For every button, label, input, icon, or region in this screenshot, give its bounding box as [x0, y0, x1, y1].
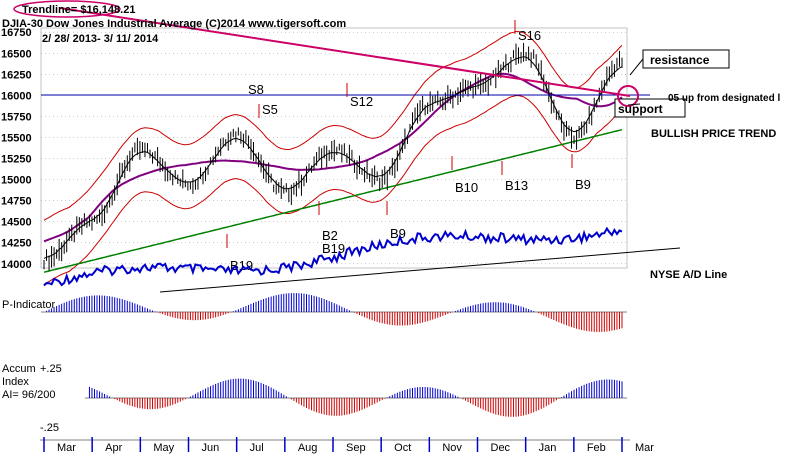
- month-label: Oct: [394, 442, 411, 454]
- support-label: support: [618, 102, 663, 116]
- price-bars: [43, 42, 623, 271]
- trendline: [59, 7, 631, 97]
- signal-label: B2: [322, 228, 338, 243]
- bullish-label: BULLISH PRICE TREND: [651, 128, 776, 140]
- crossing-circle: [617, 85, 639, 107]
- ad-series: [43, 226, 623, 287]
- month-labels: Mar Apr May Jun Jul Aug Sep Oct Nov Dec Jan Feb Mar: [43, 437, 654, 454]
- date-range: 2/ 28/ 2013- 3/ 11/ 2014: [42, 33, 159, 45]
- month-label: Feb: [587, 442, 606, 454]
- trendline-label-ellipse: [13, 0, 121, 18]
- y-tick-label: 15500: [1, 132, 32, 144]
- nyse-ad-label: NYSE A/D Line: [650, 269, 727, 281]
- resistance-pointer: [629, 58, 644, 76]
- y-axis: 14000 14250 14500 14750 15000 15250 15500 15750…: [1, 27, 32, 271]
- signal-label: B9: [390, 226, 406, 241]
- y-tick-label: 16750: [1, 27, 32, 39]
- designated-label: 05 up from designated l: [668, 93, 780, 104]
- signal-label: B10: [455, 180, 478, 195]
- y-tick-label: 14500: [1, 217, 32, 229]
- month-label: Nov: [442, 442, 462, 454]
- accum-bottom: -.25: [40, 422, 59, 434]
- month-label: Jun: [202, 442, 220, 454]
- signal-label: B9: [575, 177, 591, 192]
- month-label: Sep: [346, 442, 366, 454]
- y-tick-label: 15250: [1, 154, 32, 166]
- y-tick-label: 14250: [1, 238, 32, 250]
- y-tick-label: 15750: [1, 111, 32, 123]
- month-label: Mar: [57, 442, 76, 454]
- support-pointer: [627, 103, 641, 106]
- y-tick-label: 15000: [1, 175, 32, 187]
- p-indicator-bars: [41, 293, 627, 332]
- signal-label: S12: [350, 94, 373, 109]
- month-label: Aug: [298, 442, 318, 454]
- signal-label: S8: [248, 82, 264, 97]
- y-tick-label: 14000: [1, 259, 32, 271]
- resistance-label: resistance: [650, 53, 710, 67]
- y-tick-label: 14750: [1, 196, 32, 208]
- month-label: Jul: [250, 442, 264, 454]
- support-box: [614, 98, 686, 118]
- upper-band: [43, 30, 623, 221]
- month-label: Mar: [635, 442, 654, 454]
- month-label: May: [153, 442, 174, 454]
- trendline-label: Trendline= $16,148.21: [22, 4, 135, 16]
- month-label: Apr: [105, 442, 122, 454]
- ad-line: [43, 226, 681, 293]
- month-label: Jan: [539, 442, 557, 454]
- y-tick-label: 16250: [1, 69, 32, 81]
- purple-ma: [43, 72, 623, 243]
- month-label: Dec: [491, 442, 511, 454]
- lower-band: [43, 94, 623, 285]
- y-tick-label: 16000: [1, 90, 32, 102]
- price-panel-frame: [40, 27, 628, 269]
- signal-label: S16: [518, 28, 541, 43]
- green-ma: [43, 128, 623, 273]
- ad-trendline: [159, 247, 681, 293]
- accum-ai: AI= 96/200: [2, 389, 56, 401]
- accum-title-2: Index: [2, 376, 29, 388]
- accum-index-bars: [85, 378, 627, 417]
- p-indicator-label: P-Indicator: [2, 299, 56, 311]
- y-tick-label: 16500: [1, 48, 32, 60]
- signal-label: B13: [505, 178, 528, 193]
- chart-title: DJIA-30 Dow Jones Industrial Average (C)…: [2, 18, 346, 30]
- accum-top: +.25: [40, 363, 62, 375]
- signal-label: S5: [262, 102, 278, 117]
- signal-label: B19: [322, 241, 345, 256]
- accum-title-1: Accum: [2, 363, 36, 375]
